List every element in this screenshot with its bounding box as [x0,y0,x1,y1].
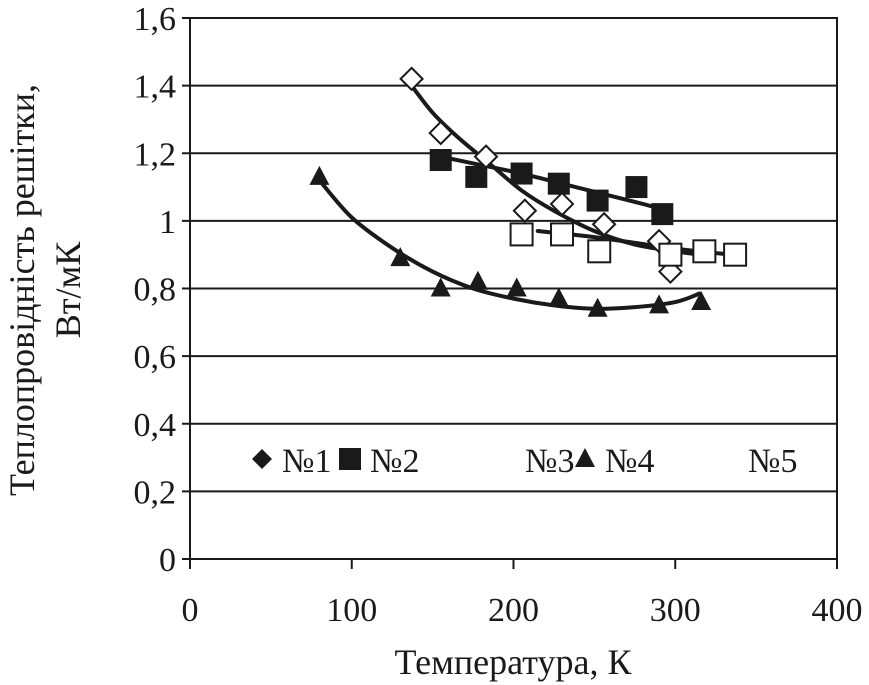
x-tick-label-1: 100 [326,592,377,629]
point-series-4-7 [649,294,670,314]
point-series-5-3 [658,242,683,267]
point-series-2-5 [625,176,648,199]
legend-label-4: №4 [605,443,654,480]
point-series-4-6 [587,297,608,317]
point-series-5-0 [509,222,534,247]
x-tick-label-0: 0 [182,592,199,629]
point-series-4-4 [506,277,527,297]
point-series-4-8 [691,291,712,311]
fit-curve-series-4 [317,178,702,311]
point-series-4-2 [430,277,451,297]
point-series-2-6 [651,203,674,226]
y-axis-title-line2: Вт/мК [48,241,88,339]
legend-label-1: №1 [282,443,331,480]
point-series-3-2 [473,144,499,170]
x-tick-label-3: 300 [650,592,701,629]
y-tick-label-3: 0,6 [134,339,177,376]
gridlines [190,84,837,493]
point-series-2-4 [586,189,609,212]
y-tick-label-8: 1,6 [134,1,177,38]
legend-label-5: №5 [748,443,797,480]
y-tick-label-7: 1,4 [134,69,177,106]
point-series-3-5 [591,211,617,237]
point-series-4-0 [309,165,330,185]
point-series-4-3 [467,270,488,290]
legend: №1 №2 №3 №4 №5 [252,443,797,480]
point-series-5-1 [550,222,575,247]
legend-marker-1 [252,449,272,469]
point-series-4-5 [548,287,569,307]
y-tick-label-6: 1,2 [134,136,177,173]
y-tick-label-1: 0,2 [134,474,177,511]
y-tick-label-4: 0,8 [134,272,177,309]
point-series-4-1 [390,247,411,267]
legend-marker-2 [339,448,361,470]
point-series-5-2 [587,239,612,264]
x-tick-label-4: 400 [812,592,863,629]
point-series-3-4 [549,191,575,217]
legend-label-2: №2 [370,443,419,480]
point-series-5-4 [692,239,717,264]
point-series-5-5 [723,242,748,267]
y-tick-label-5: 1 [159,204,176,241]
axes: 0 0,2 0,4 0,6 0,8 1 1,2 1,4 1,6 0 100 200 300 400 [134,1,863,629]
point-series-3-3 [512,198,538,224]
point-series-2-0 [429,149,452,172]
point-series-3-1 [428,120,454,146]
y-axis-title-line1: Теплопровідність решітки, [2,84,42,496]
point-series-3-0 [399,66,425,92]
legend-marker-4 [575,448,595,467]
point-series-2-1 [465,165,488,188]
data-points [309,66,748,317]
y-tick-label-2: 0,4 [134,407,177,444]
x-tick-label-2: 200 [488,592,539,629]
y-tick-label-0: 0 [159,542,176,579]
point-series-2-3 [547,172,570,195]
point-series-2-2 [510,162,533,185]
legend-label-3: №3 [525,443,574,480]
x-axis-title: Температура, К [395,642,633,682]
